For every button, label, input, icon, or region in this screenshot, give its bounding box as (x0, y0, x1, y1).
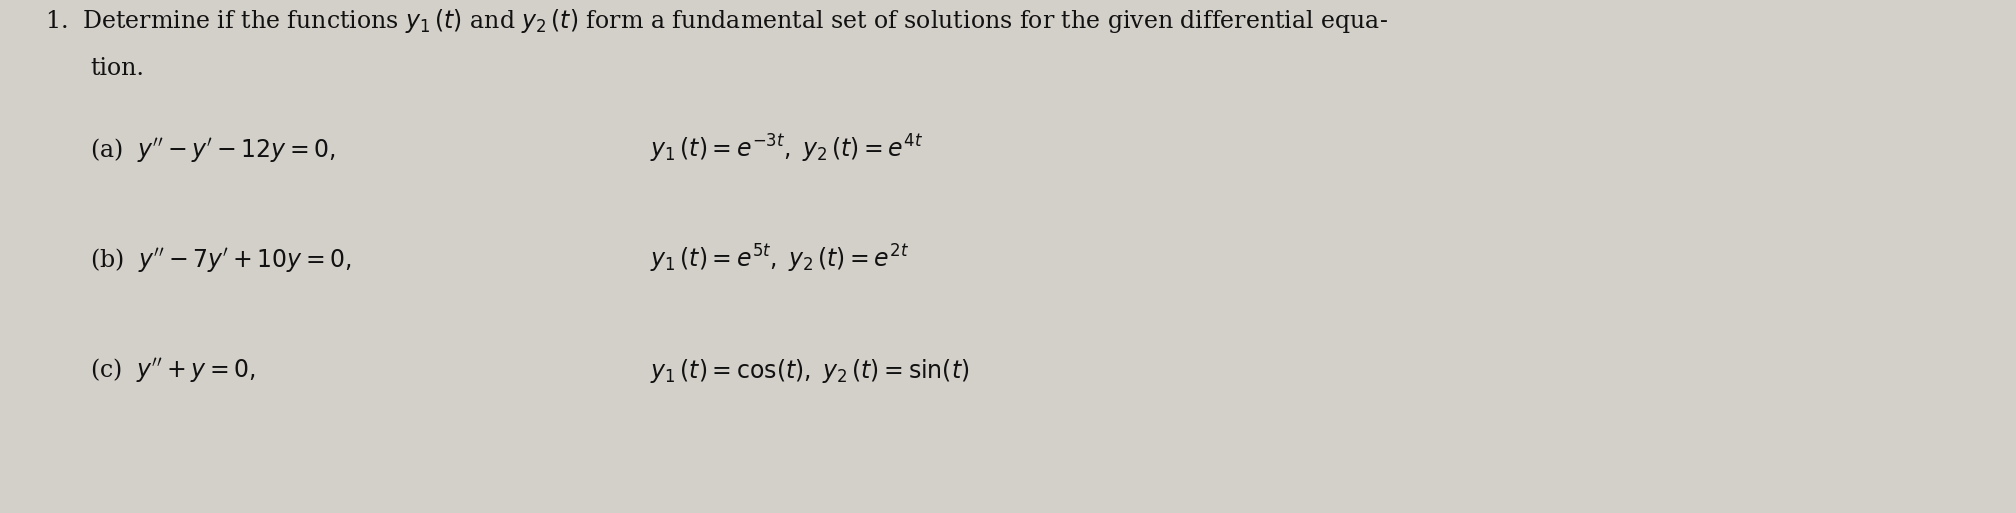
Text: $y_1\,(t) = \cos(t),\; y_2\,(t) = \sin(t)$: $y_1\,(t) = \cos(t),\; y_2\,(t) = \sin(t… (649, 357, 970, 385)
Text: tion.: tion. (91, 57, 143, 80)
Text: (b)  $y'' - 7y' + 10y = 0,$: (b) $y'' - 7y' + 10y = 0,$ (91, 247, 353, 275)
Text: $y_1\,(t) = e^{-3t},\; y_2\,(t) = e^{4t}$: $y_1\,(t) = e^{-3t},\; y_2\,(t) = e^{4t}… (649, 133, 923, 165)
Text: (c)  $y'' + y = 0,$: (c) $y'' + y = 0,$ (91, 357, 256, 385)
Text: $y_1\,(t) = e^{5t},\; y_2\,(t) = e^{2t}$: $y_1\,(t) = e^{5t},\; y_2\,(t) = e^{2t}$ (649, 243, 909, 275)
Text: 1.  Determine if the functions $y_1\,(t)$ and $y_2\,(t)$ form a fundamental set : 1. Determine if the functions $y_1\,(t)$… (44, 7, 1387, 35)
Text: (a)  $y'' - y' - 12y = 0,$: (a) $y'' - y' - 12y = 0,$ (91, 136, 337, 165)
